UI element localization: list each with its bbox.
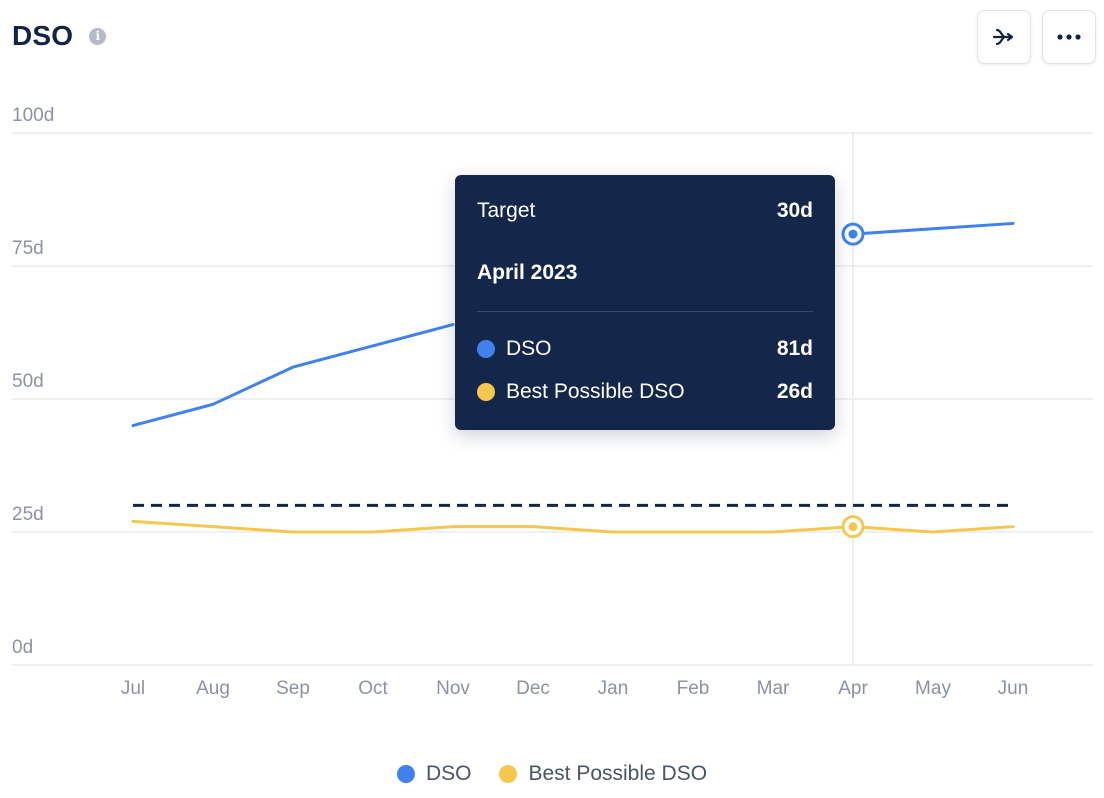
- legend-best-swatch: [499, 765, 518, 783]
- legend-dso-label: DSO: [425, 762, 472, 785]
- dso-line-chart: 0d 25d 50d 75d 100d Jul Aug Sep Oct Nov Dec Jan Feb M…: [12, 105, 1093, 699]
- chart-legend: DSO Best Possible DSO: [0, 762, 1104, 786]
- legend-dso-swatch: [396, 765, 415, 783]
- x-tick-label: Nov: [436, 678, 470, 699]
- tooltip-dso-label: DSO: [506, 337, 552, 360]
- dso-highlight-point-center: [848, 229, 858, 239]
- tooltip-best-value: 26d: [776, 380, 813, 403]
- tooltip-target-value: 30d: [776, 199, 813, 222]
- y-tick-label: 100d: [12, 105, 54, 126]
- x-tick-label: Oct: [358, 678, 388, 699]
- tooltip-row-dso: DSO 81d: [477, 337, 813, 361]
- x-tick-label: Aug: [196, 678, 230, 699]
- tooltip-target-label: Target: [477, 199, 536, 222]
- x-tick-label: May: [915, 678, 951, 699]
- legend-item-dso[interactable]: DSO: [396, 762, 472, 786]
- legend-item-best[interactable]: Best Possible DSO: [499, 762, 707, 786]
- chart-tooltip: Target 30d April 2023 DSO 81d Best Possi…: [455, 175, 835, 430]
- y-tick-label: 0d: [12, 637, 33, 658]
- more-options-button[interactable]: [1042, 10, 1096, 64]
- best-possible-dso-highlight-point-center: [848, 522, 858, 532]
- legend-best-label: Best Possible DSO: [528, 762, 708, 785]
- tooltip-dso-value: 81d: [776, 337, 813, 360]
- tooltip-target-row: Target 30d: [477, 199, 813, 223]
- y-tick-label: 25d: [12, 504, 44, 525]
- y-tick-label: 75d: [12, 238, 44, 259]
- x-tick-label: Mar: [757, 678, 790, 699]
- dso-series-line: [851, 221, 1015, 236]
- tooltip-period: April 2023: [477, 261, 578, 284]
- x-tick-label: Sep: [276, 678, 310, 699]
- page-title: DSO: [12, 20, 74, 51]
- x-tick-label: Jul: [121, 678, 145, 699]
- tooltip-period-row: April 2023: [477, 261, 813, 285]
- x-tick-label: Dec: [516, 678, 550, 699]
- chart-header: DSO i: [12, 16, 107, 56]
- tooltip-best-label: Best Possible DSO: [506, 380, 685, 403]
- x-tick-label: Jan: [598, 678, 629, 699]
- branch-icon: [992, 28, 1014, 46]
- x-tick-label: Apr: [838, 678, 868, 699]
- branch-button[interactable]: [977, 10, 1031, 64]
- more-horizontal-icon: [1057, 34, 1081, 40]
- x-tick-label: Feb: [677, 678, 710, 699]
- dso-swatch: [477, 340, 495, 358]
- best-possible-dso-series-line: [131, 519, 1015, 534]
- tooltip-divider: [477, 311, 813, 312]
- info-icon[interactable]: i: [89, 27, 107, 45]
- best-swatch: [477, 383, 495, 401]
- dso-series-line: [131, 323, 455, 428]
- x-tick-label: Jun: [998, 678, 1029, 699]
- tooltip-row-best: Best Possible DSO 26d: [477, 380, 813, 404]
- y-tick-label: 50d: [12, 371, 44, 392]
